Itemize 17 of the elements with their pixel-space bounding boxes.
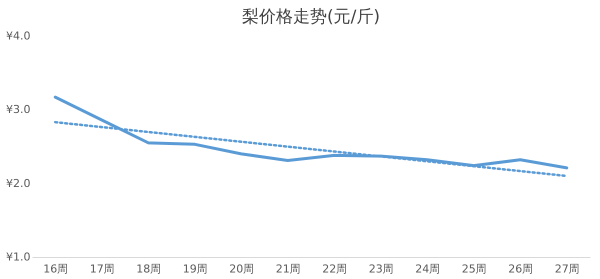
x-tick-label: 20周 [229,262,254,276]
x-tick-label: 24周 [415,262,440,276]
x-tick-label: 23周 [368,262,394,276]
y-tick-label: ¥1.0 [6,250,30,264]
x-tick-label: 17周 [90,262,115,276]
y-tick-label: ¥3.0 [6,103,30,116]
chart-title: 梨价格走势(元/斤) [242,7,380,27]
x-tick-label: 21周 [276,262,301,276]
x-tick-label: 19周 [182,262,208,276]
x-tick-label: 16周 [43,262,68,276]
x-tick-label: 26周 [508,262,534,276]
y-tick-label: ¥4.0 [6,30,30,42]
x-tick-label: 25周 [462,262,487,276]
y-tick-label: ¥2.0 [6,176,30,190]
x-tick-label: 27周 [554,262,580,276]
x-tick-label: 18周 [136,262,162,276]
x-tick-label: 22周 [322,262,348,276]
